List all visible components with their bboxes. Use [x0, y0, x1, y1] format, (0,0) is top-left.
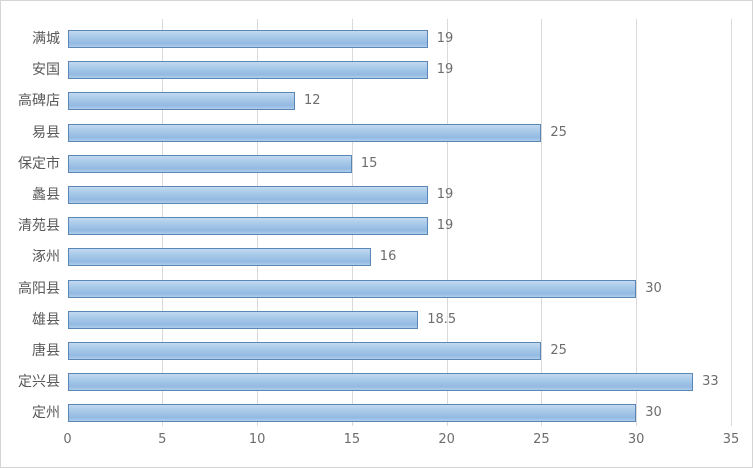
category-label: 涿州: [32, 249, 60, 266]
category-label: 雄县: [32, 311, 60, 328]
bar: [67, 217, 428, 236]
gridline: [636, 19, 638, 426]
x-tick-label: 5: [158, 432, 167, 447]
bar-value-label: 25: [550, 343, 567, 358]
category-label: 满城: [32, 31, 60, 47]
category-label: 唐县: [32, 343, 60, 359]
bar: [67, 404, 637, 423]
x-tick-label: 20: [438, 432, 455, 447]
bar: [67, 248, 371, 267]
gridline: [541, 19, 543, 426]
bar: [67, 310, 419, 329]
bar: [67, 373, 694, 392]
category-label: 蠡县: [32, 187, 60, 203]
gridline: [446, 19, 448, 426]
category-label: 定州: [32, 405, 60, 422]
x-tick-label: 25: [533, 432, 550, 447]
bar-value-label: 30: [645, 280, 662, 296]
bar-value-label: 19: [436, 31, 454, 46]
bar-value-label: 18.5: [427, 311, 457, 327]
bar: [67, 154, 352, 173]
bar: [67, 92, 295, 111]
bar-value-label: 15: [360, 155, 378, 171]
bar-value-label: 30: [645, 405, 662, 421]
bar: [67, 30, 428, 48]
bar-value-label: 25: [550, 124, 567, 140]
category-label: 高碑店: [18, 93, 60, 110]
category-label: 清苑县: [18, 218, 60, 235]
bar: [67, 342, 542, 360]
bar: [67, 186, 428, 204]
x-tick-label: 35: [722, 432, 740, 447]
bar-value-label: 19: [436, 187, 454, 202]
bar: [67, 61, 428, 80]
bar-value-label: 16: [379, 249, 397, 265]
x-tick-label: 30: [627, 432, 645, 447]
bar-value-label: 19: [436, 62, 454, 78]
gridline: [731, 19, 732, 426]
bar-value-label: 19: [436, 218, 454, 234]
x-tick-label: 15: [343, 432, 361, 447]
bar: [67, 123, 542, 142]
category-label: 安国: [32, 62, 60, 79]
x-tick-label: 10: [248, 432, 266, 447]
x-tick-label: 0: [63, 432, 72, 447]
bar: [67, 279, 637, 298]
category-label: 易县: [32, 124, 60, 141]
bar-value-label: 12: [304, 93, 321, 109]
category-label: 保定市: [18, 155, 60, 172]
bar-value-label: 33: [702, 374, 719, 390]
category-label: 高阳县: [18, 280, 60, 297]
category-label: 定兴县: [18, 374, 60, 391]
